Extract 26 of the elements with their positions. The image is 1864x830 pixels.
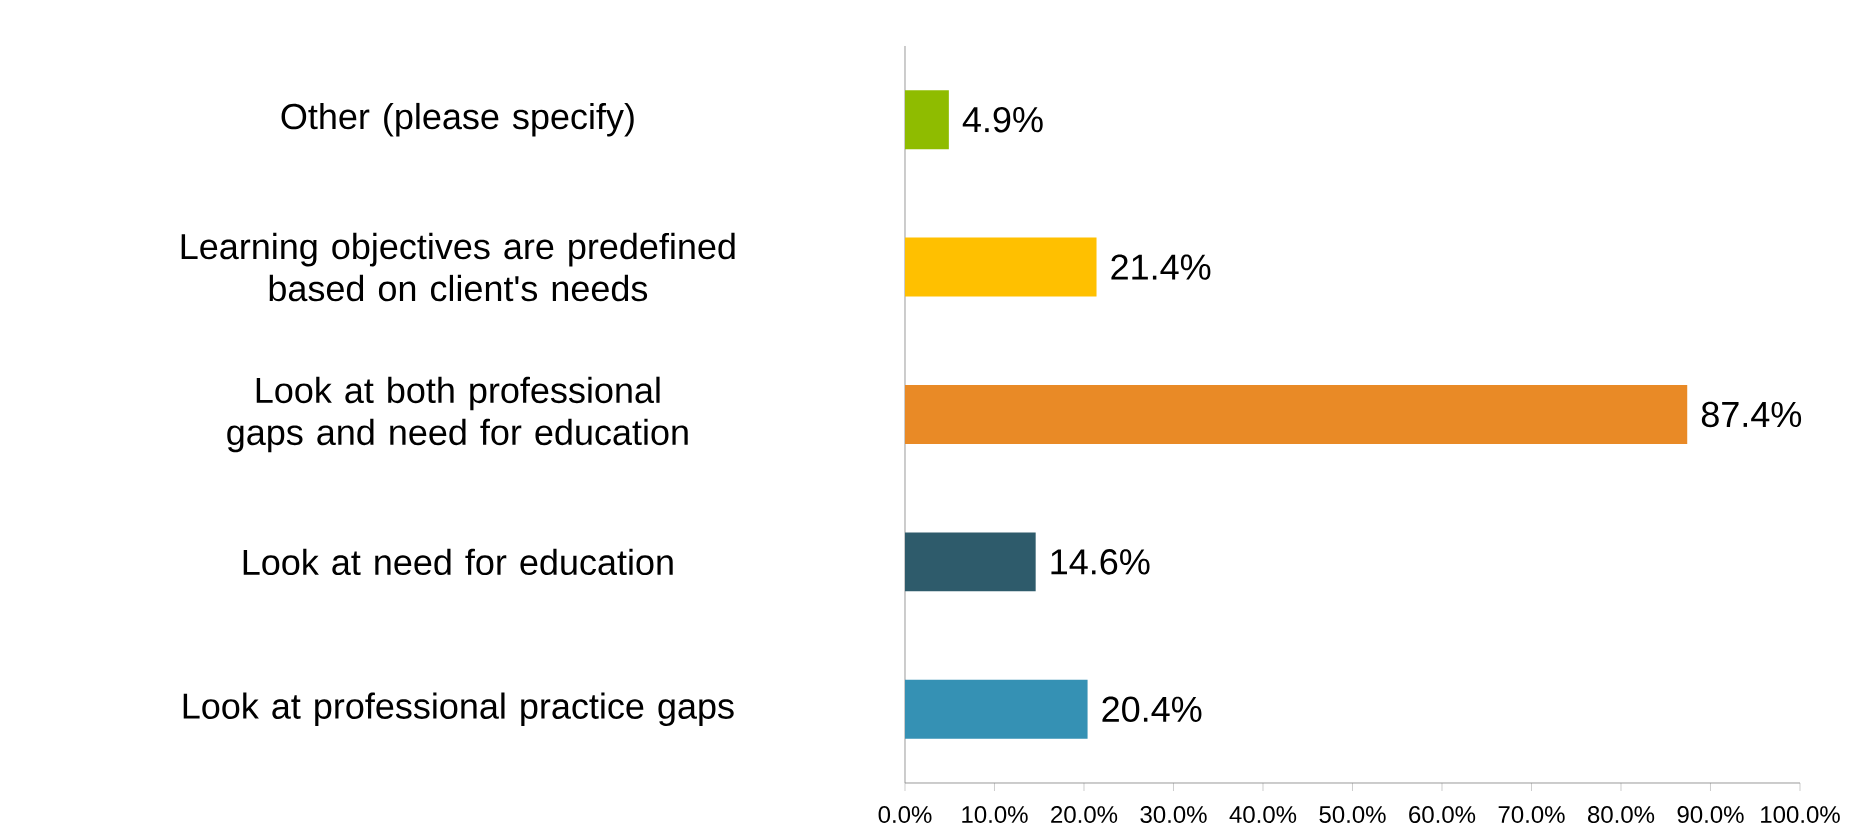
x-tick-label: 10.0%: [962, 806, 1028, 824]
x-tick-label: 80.0%: [1588, 806, 1655, 824]
bar: [905, 532, 1036, 592]
x-tick-label: 90.0%: [1677, 806, 1744, 824]
y-tick-label: Look at need for education: [243, 548, 673, 576]
data-label: 87.4%: [1701, 401, 1802, 428]
x-tick-label: 60.0%: [1409, 806, 1476, 824]
y-tick-label: Look at professional practice gaps: [183, 692, 734, 727]
x-tick-label: 100.0%: [1761, 806, 1840, 824]
x-tick-label: 50.0%: [1319, 806, 1386, 824]
bar: [905, 237, 1097, 297]
bar: [905, 385, 1688, 444]
data-label: 21.4%: [1111, 254, 1211, 280]
x-tick-label: 20.0%: [1051, 806, 1118, 824]
y-tick-label: Look at both professional gaps and need for education: [227, 376, 688, 453]
x-tick-label: 0.0%: [878, 806, 932, 824]
bar: [905, 679, 1088, 739]
x-tick-label: 70.0%: [1498, 806, 1565, 824]
data-label: 14.6%: [1051, 549, 1150, 575]
y-tick-label: Other (please specify): [281, 102, 634, 137]
x-tick-label: 30.0%: [1140, 806, 1207, 824]
x-tick-label: 40.0%: [1229, 806, 1297, 824]
data-label: 20.4%: [1102, 696, 1202, 723]
data-label: 4.9%: [962, 106, 1043, 133]
bar: [905, 90, 949, 150]
y-tick-label: Learning objectives are predefined based on client's needs: [181, 232, 735, 302]
